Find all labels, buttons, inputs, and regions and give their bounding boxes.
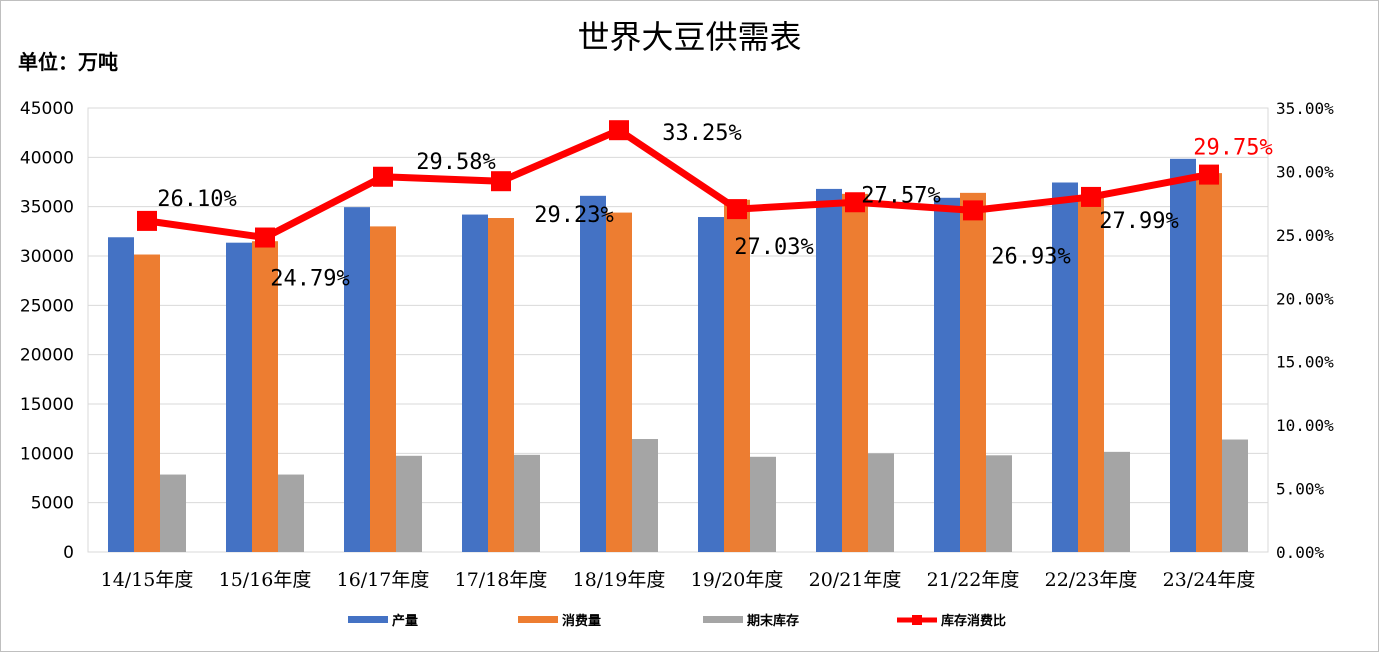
- bar-消费量: [606, 212, 632, 552]
- x-axis-tick-label: 19/20年度: [691, 569, 784, 591]
- unit-label: 单位：万吨: [18, 50, 118, 74]
- legend-swatch-产量: [348, 616, 388, 623]
- data-label: 29.75%: [1193, 136, 1272, 161]
- legend-marker: [912, 615, 922, 625]
- x-axis-tick-label: 17/18年度: [455, 569, 548, 591]
- line-库存消费比: [146, 126, 1210, 242]
- legend-label: 产量: [392, 613, 418, 629]
- y2-axis-tick-label: 30.00%: [1276, 162, 1334, 181]
- line-marker: [963, 200, 983, 221]
- y-axis-tick-label: 40000: [20, 148, 74, 168]
- line-marker: [1081, 186, 1101, 207]
- bar-产量: [934, 197, 960, 552]
- bar-消费量: [252, 241, 278, 552]
- bar-期末库存: [632, 439, 658, 552]
- bar-期末库存: [1222, 439, 1248, 552]
- data-label: 24.79%: [270, 267, 349, 292]
- x-axis-tick-label: 16/17年度: [337, 569, 430, 591]
- data-label: 27.03%: [734, 235, 813, 260]
- data-label: 26.93%: [991, 244, 1070, 269]
- bar-产量: [698, 217, 724, 552]
- y-axis-tick-label: 25000: [20, 296, 74, 316]
- y-axis-tick-label: 45000: [20, 99, 74, 119]
- x-axis-tick-label: 21/22年度: [927, 569, 1020, 591]
- line-marker: [609, 120, 629, 141]
- x-axis-tick-label: 18/19年度: [573, 569, 666, 591]
- line-marker: [727, 199, 747, 220]
- bar-消费量: [1078, 197, 1104, 552]
- chart-title: 世界大豆供需表: [577, 18, 802, 56]
- line-marker: [255, 227, 275, 248]
- bar-产量: [1170, 158, 1196, 552]
- legend-label: 库存消费比: [941, 613, 1006, 629]
- bar-期末库存: [868, 453, 894, 552]
- x-axis-tick-label: 14/15年度: [101, 569, 194, 591]
- line-marker: [373, 166, 393, 187]
- line-marker: [491, 171, 511, 192]
- y2-axis-tick-label: 25.00%: [1276, 226, 1334, 245]
- legend-label: 消费量: [562, 613, 601, 629]
- line-marker: [1199, 164, 1219, 185]
- bar-期末库存: [1104, 451, 1130, 552]
- line-marker: [845, 192, 865, 213]
- data-label: 29.58%: [416, 150, 495, 175]
- bar-消费量: [1196, 173, 1222, 552]
- bar-产量: [1052, 182, 1078, 552]
- bar-产量: [226, 242, 252, 552]
- y-axis-tick-label: 5000: [31, 494, 74, 514]
- bar-消费量: [370, 226, 396, 552]
- bar-期末库存: [160, 474, 186, 552]
- bar-消费量: [960, 192, 986, 552]
- y2-axis-tick-label: 35.00%: [1276, 99, 1334, 118]
- data-label: 33.25%: [662, 121, 741, 146]
- bar-产量: [108, 237, 134, 552]
- y-axis-tick-label: 20000: [20, 346, 74, 366]
- bar-期末库存: [986, 455, 1012, 552]
- y2-axis-tick-label: 20.00%: [1276, 289, 1334, 308]
- y-axis-tick-label: 30000: [20, 247, 74, 267]
- y-axis-tick-label: 10000: [20, 444, 74, 464]
- x-axis-tick-label: 22/23年度: [1045, 569, 1138, 591]
- x-axis-tick-label: 15/16年度: [219, 569, 312, 591]
- legend-swatch-消费量: [518, 616, 558, 623]
- bar-产量: [462, 214, 488, 552]
- y-axis-tick-label: 15000: [20, 395, 74, 415]
- bar-产量: [816, 188, 842, 552]
- y2-axis-tick-label: 10.00%: [1276, 416, 1334, 435]
- legend-swatch-期末库存: [703, 616, 743, 623]
- data-label: 27.57%: [861, 183, 940, 208]
- legend-label: 期末库存: [747, 613, 799, 629]
- bar-消费量: [134, 254, 160, 552]
- y-axis-tick-label: 35000: [20, 198, 74, 218]
- y2-axis-tick-label: 15.00%: [1276, 353, 1334, 372]
- bar-产量: [344, 207, 370, 552]
- data-label: 29.23%: [534, 203, 613, 228]
- y2-axis-tick-label: 5.00%: [1276, 480, 1325, 499]
- x-axis-tick-label: 23/24年度: [1163, 569, 1256, 591]
- data-label: 26.10%: [157, 187, 236, 212]
- y2-axis-tick-label: 0.00%: [1276, 543, 1325, 562]
- bar-产量: [580, 195, 606, 552]
- bar-期末库存: [278, 474, 304, 552]
- bar-消费量: [842, 193, 868, 552]
- y-axis-tick-label: 0: [63, 543, 74, 563]
- bar-期末库存: [514, 454, 540, 552]
- bar-消费量: [724, 199, 750, 552]
- bar-消费量: [488, 218, 514, 552]
- x-axis-tick-label: 20/21年度: [809, 569, 902, 591]
- data-label: 27.99%: [1099, 209, 1178, 234]
- bar-期末库存: [750, 456, 776, 552]
- bar-期末库存: [396, 455, 422, 552]
- line-marker: [137, 210, 157, 231]
